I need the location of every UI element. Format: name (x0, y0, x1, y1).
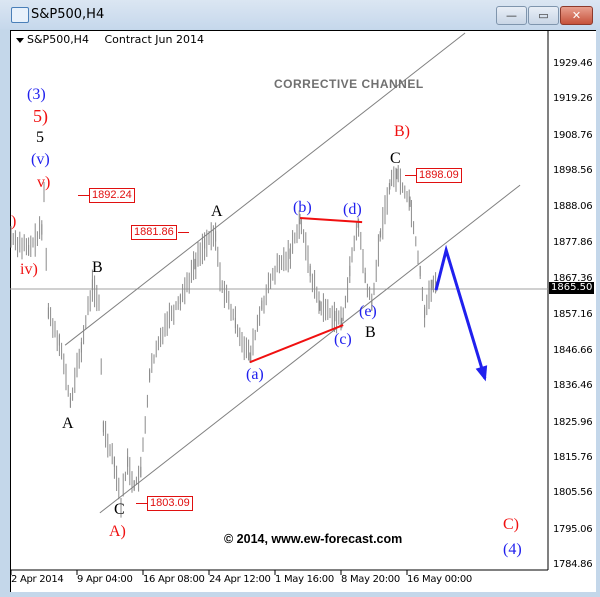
price-tick-label: 1857.16 (553, 308, 593, 320)
wave-label-v-blue: (v) (31, 151, 50, 168)
price-tick-label: 1815.76 (553, 451, 593, 463)
minimize-button[interactable]: — (496, 6, 527, 25)
price-tick-label: 1888.06 (553, 201, 593, 213)
price-tick-label: 1784.86 (553, 559, 593, 571)
wave-label-iv: iv) (20, 261, 38, 278)
chart-symbol: S&P500,H4 (27, 33, 89, 46)
price-tick-label: 1898.56 (553, 165, 593, 177)
price-tick-label: 1908.76 (553, 129, 593, 141)
price-tick-label: 1805.56 (553, 487, 593, 499)
maximize-button[interactable]: ▭ (528, 6, 559, 25)
price-tick-label: 1919.26 (553, 93, 593, 105)
price-bars (10, 165, 437, 518)
price-callout-1898: 1898.09 (416, 168, 462, 183)
price-tick-label: 1846.66 (553, 344, 593, 356)
price-tick-label: 1867.36 (553, 273, 593, 285)
time-tick-label: 9 Apr 04:00 (77, 574, 133, 585)
chart-frame[interactable] (10, 30, 596, 592)
chart-window-icon (11, 7, 29, 23)
wave-label-C2: C (390, 150, 401, 167)
price-tick-label: 1877.86 (553, 236, 593, 248)
maximize-icon: ▭ (538, 9, 549, 22)
wave-label-a: (a) (246, 366, 264, 383)
wave-label-C1: C (114, 501, 125, 518)
line-a-c (249, 324, 344, 364)
callout-line-1803 (136, 503, 147, 504)
current-price-label: 1865.50 (549, 282, 595, 294)
minimize-icon: — (506, 9, 517, 22)
forecast-arrow (434, 244, 487, 379)
wave-label-d: (d) (343, 201, 362, 218)
wave-label-B2: B (365, 324, 376, 341)
dropdown-triangle-icon[interactable] (16, 38, 24, 43)
channel-lower-line (99, 184, 521, 514)
wave-label-b: (b) (293, 199, 312, 216)
callout-line-1881 (178, 232, 189, 233)
chart-contract: Contract Jun 2014 (104, 33, 204, 46)
close-icon: ✕ (571, 9, 582, 22)
channel-upper-line (64, 32, 466, 346)
callout-line-1898 (405, 175, 416, 176)
wave-label-c: (c) (334, 331, 352, 348)
wave-label-4: (4) (503, 541, 522, 558)
close-button[interactable]: ✕ (560, 6, 593, 25)
line-b-d (300, 217, 363, 224)
arrowhead-icon (475, 365, 488, 382)
wave-label-v-red: v) (37, 174, 51, 191)
channel-title: CORRECTIVE CHANNEL (274, 77, 424, 91)
callout-line-1892 (78, 195, 89, 196)
wave-label-B-red: B) (394, 123, 410, 140)
copyright: © 2014, www.ew-forecast.com (224, 532, 403, 546)
price-callout-1881: 1881.86 (131, 225, 177, 240)
time-tick-label: 2 Apr 2014 (11, 574, 64, 585)
annotation-lines (64, 32, 521, 514)
chart-header: S&P500,H4 Contract Jun 2014 (15, 33, 204, 46)
price-callout-1892: 1892.24 (89, 188, 135, 203)
time-tick-label: 8 May 20:00 (341, 574, 400, 585)
wave-label-A-red: A) (109, 523, 126, 540)
window-title: S&P500,H4 (31, 7, 105, 22)
wave-label-partial: ) (11, 213, 17, 230)
wave-label-5-red: 5) (33, 106, 48, 126)
time-tick-label: 16 Apr 08:00 (143, 574, 205, 585)
wave-label-B1: B (92, 259, 103, 276)
time-tick-label: 16 May 00:00 (407, 574, 472, 585)
price-tick-label: 1929.46 (553, 58, 593, 69)
window-titlebar: S&P500,H4 — ▭ ✕ (0, 0, 600, 29)
wave-label-3: (3) (27, 86, 46, 103)
time-tick-label: 1 May 16:00 (275, 574, 334, 585)
wave-label-A1: A (62, 415, 74, 432)
wave-label-e: (e) (359, 303, 377, 320)
wave-label-A2: A (211, 203, 223, 220)
price-callout-1803: 1803.09 (147, 496, 193, 511)
wave-label-C-red: C) (503, 516, 519, 533)
wave-label-5: 5 (36, 129, 44, 146)
price-tick-label: 1836.46 (553, 380, 593, 392)
price-tick-label: 1825.96 (553, 416, 593, 428)
price-tick-label: 1795.06 (553, 523, 593, 535)
time-tick-label: 24 Apr 12:00 (209, 574, 271, 585)
